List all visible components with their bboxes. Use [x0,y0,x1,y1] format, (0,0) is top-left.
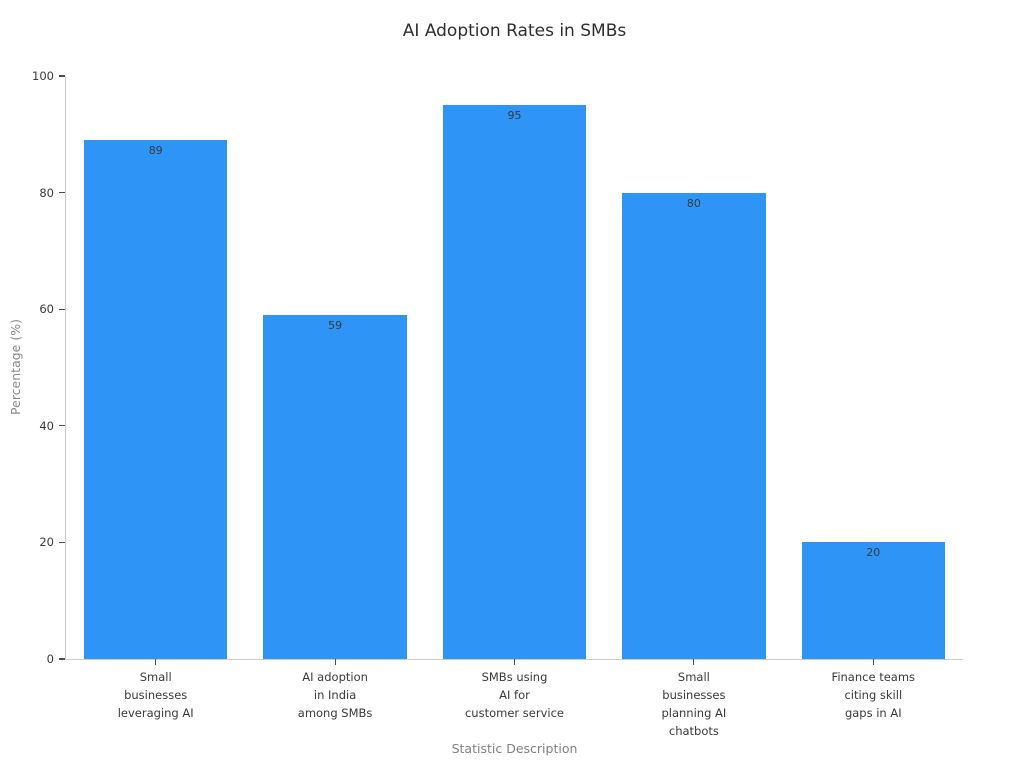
y-tick-label: 60 [39,302,54,317]
x-tick-label: AI adoption in India among SMBs [297,670,373,720]
x-tick-mark [155,659,157,665]
bar-value-label: 95 [507,109,522,123]
x-tick-label: SMBs using AI for customer service [464,670,564,720]
y-tick-mark [59,75,65,77]
bar-value-label: 59 [328,319,343,333]
bar: 59 [263,315,407,659]
y-tick-mark [59,192,65,194]
chart-title: AI Adoption Rates in SMBs [402,21,627,41]
x-tick-mark [513,659,516,665]
y-tick-mark [59,658,65,660]
plot-area: 0 20 40 60 80 100 89 Small businesses leveragin… [32,69,963,738]
x-tick-label: Finance teams citing skill gaps in AI [831,670,916,720]
y-tick-mark [59,425,65,427]
y-tick-mark [59,308,65,310]
bar: 95 [442,105,587,659]
y-axis-label: Percentage (%) [8,319,23,415]
bar-value-label: 80 [686,196,701,210]
y-axis-spine [65,76,66,660]
y-tick-label: 20 [39,535,54,550]
x-tick-mark [872,659,874,665]
y-tick-label: 0 [46,652,54,666]
x-tick-mark [693,659,695,665]
x-tick-label: Small businesses leveraging AI [117,670,194,720]
x-tick-mark [334,659,336,665]
y-tick-label: 80 [39,185,54,200]
bar: 80 [622,192,766,659]
bar-value-label: 89 [148,144,163,158]
x-axis-label: Statistic Description [451,741,578,756]
bar: 89 [83,140,228,659]
x-tick-label: Small businesses planning AI chatbots [661,670,727,738]
y-tick-label: 40 [39,418,54,433]
y-tick-label: 100 [32,69,54,83]
bar: 20 [801,542,946,659]
y-tick-mark [59,541,65,543]
bar-value-label: 20 [866,546,881,560]
